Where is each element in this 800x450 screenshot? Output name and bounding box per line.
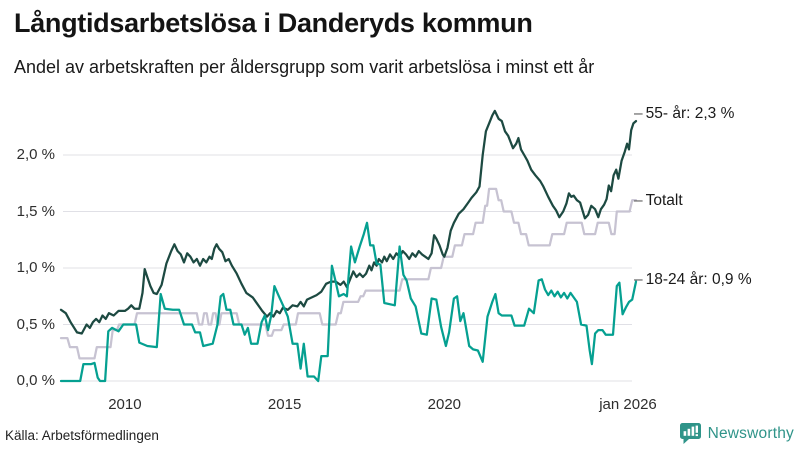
newsworthy-logo: Newsworthy (679, 422, 794, 445)
series-line-Totalt (59, 187, 638, 360)
end-label-dash: – (634, 271, 643, 289)
y-axis-tick-label: 0,5 % (16, 315, 55, 333)
end-label-dash: – (634, 104, 643, 122)
chart-subtitle: Andel av arbetskraften per åldersgrupp s… (14, 57, 595, 77)
source-note: Källa: Arbetsförmedlingen (5, 428, 159, 443)
y-axis-tick-label: 1,5 % (16, 202, 55, 220)
x-axis-tick-label: 2015 (267, 396, 302, 413)
y-axis-tick-label: 1,0 % (16, 259, 55, 276)
newsworthy-wordmark: Newsworthy (707, 424, 794, 442)
x-axis-tick-label: jan 2026 (599, 396, 657, 413)
end-label-18-24-r: –18-24 år: 0,9 % (634, 270, 752, 289)
y-axis-tick-label: 0,0 % (16, 372, 55, 389)
end-label-55-r: –55- år: 2,3 % (634, 104, 734, 123)
end-label-Totalt: – Totalt (634, 191, 683, 210)
x-axis-tick-label: 2020 (427, 396, 462, 413)
end-label-dash: – (634, 191, 643, 209)
newsworthy-icon (679, 423, 701, 444)
chart-title: Långtidsarbetslösa i Danderyds kommun (14, 8, 533, 38)
series-line-18-24-r (59, 221, 638, 383)
end-label-text: 55- år: 2,3 % (645, 104, 735, 122)
series-line-55-r (59, 109, 638, 335)
y-axis-tick-label: 2,0 % (16, 146, 55, 163)
series-lines (59, 109, 638, 383)
end-label-text: Totalt (645, 191, 683, 209)
x-axis-tick-label: 2010 (108, 396, 142, 413)
end-label-text: 18-24 år: 0,9 % (645, 271, 752, 289)
